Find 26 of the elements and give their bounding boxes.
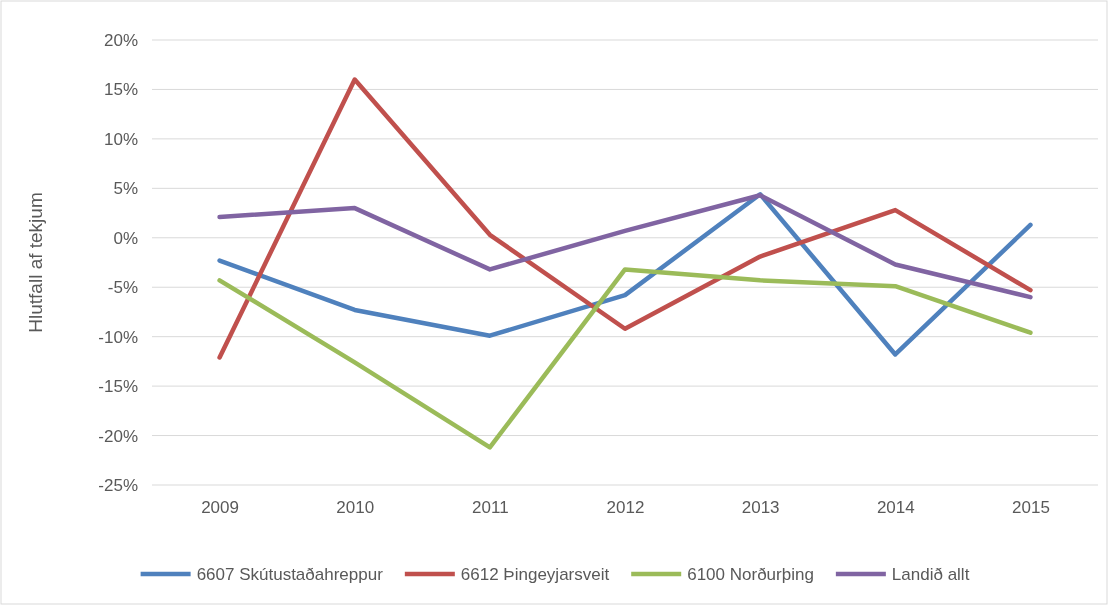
- y-tick-label: 0%: [113, 228, 138, 248]
- y-tick-label: 5%: [113, 179, 138, 199]
- y-tick-label: -20%: [98, 426, 138, 446]
- x-tick-label: 2012: [606, 498, 645, 518]
- line-series: [217, 267, 1033, 450]
- line-series: [217, 192, 1033, 357]
- y-tick-label: -5%: [107, 278, 138, 298]
- x-tick-label: 2009: [201, 498, 239, 518]
- legend-label: 6607 Skútustaðahreppur: [196, 565, 384, 584]
- y-tick-label: -10%: [98, 327, 138, 347]
- x-tick-label: 2015: [1012, 498, 1050, 518]
- legend-label: 6612 Þingeyjarsveit: [460, 565, 610, 584]
- x-tick-label: 2014: [876, 498, 915, 518]
- x-tick-label: 2010: [336, 498, 375, 518]
- y-tick-label: -25%: [98, 475, 138, 495]
- y-tick-label: -15%: [98, 377, 138, 397]
- y-tick-label: 20%: [103, 30, 138, 50]
- y-tick-label: 10%: [103, 129, 138, 149]
- legend-label: 6100 Norðurþing: [687, 565, 814, 584]
- legend-label: Landið allt: [891, 565, 970, 584]
- y-tick-label: 15%: [103, 80, 138, 100]
- y-axis-title: Hlutfall af tekjum: [25, 192, 46, 333]
- x-tick-label: 2013: [741, 498, 780, 518]
- line-series: [217, 77, 1033, 360]
- x-tick-label: 2011: [472, 498, 509, 518]
- line-series: [217, 193, 1033, 300]
